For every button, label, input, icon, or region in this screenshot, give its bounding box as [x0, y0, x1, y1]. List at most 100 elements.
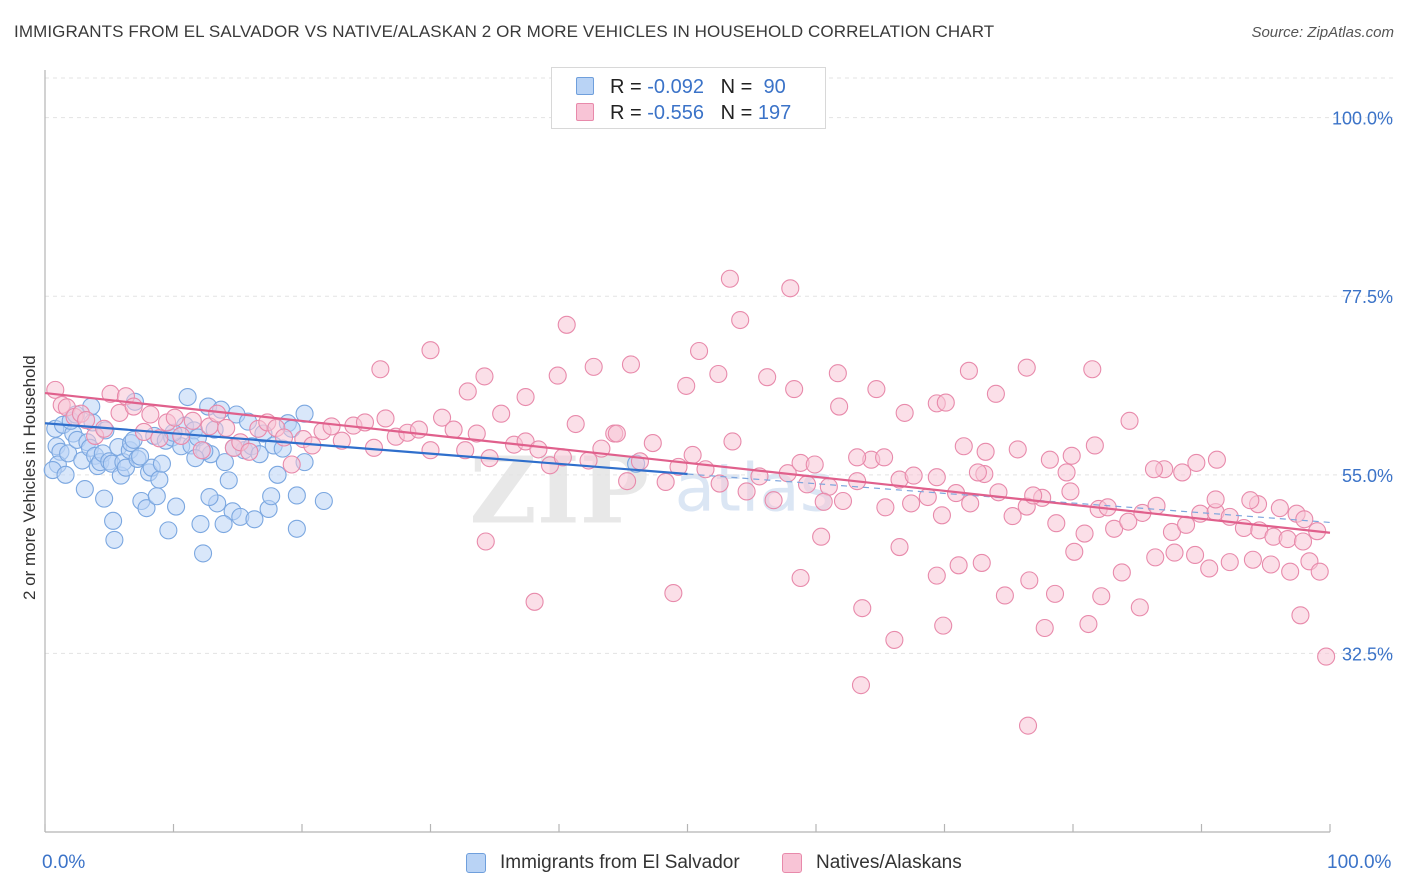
data-point	[961, 494, 980, 513]
data-point	[797, 475, 817, 494]
data-point	[421, 341, 440, 360]
data-point	[152, 454, 171, 473]
bottom-legend-swatch-blue	[466, 853, 486, 873]
data-point	[183, 411, 202, 430]
data-point	[968, 463, 987, 482]
y-tick-label: 77.5%	[1342, 287, 1393, 307]
data-point	[584, 357, 603, 376]
data-point	[525, 592, 544, 611]
data-point	[791, 568, 810, 588]
data-point	[1144, 460, 1164, 479]
legend-n-label: N =	[720, 102, 753, 124]
y-axis-label: 2 or more Vehicles in Household	[20, 355, 39, 600]
data-point	[1120, 411, 1139, 430]
data-point	[902, 494, 921, 513]
data-point	[1079, 614, 1098, 634]
data-point	[1017, 358, 1036, 377]
data-point	[805, 455, 824, 474]
chart-title: IMMIGRANTS FROM EL SALVADOR VS NATIVE/AL…	[14, 22, 995, 41]
legend-r-label: R =	[610, 76, 642, 98]
data-point	[959, 361, 978, 380]
data-point	[885, 630, 904, 649]
data-point	[709, 364, 728, 384]
data-point	[828, 364, 847, 383]
data-point	[995, 586, 1014, 605]
data-point	[268, 465, 287, 484]
data-point	[240, 442, 259, 461]
data-point	[322, 417, 341, 436]
data-point	[976, 442, 995, 461]
data-point	[548, 366, 567, 385]
data-point	[1207, 450, 1226, 469]
data-point	[217, 418, 236, 438]
data-point	[476, 532, 495, 551]
data-point	[456, 441, 475, 460]
data-point	[262, 487, 281, 506]
data-point	[927, 566, 946, 585]
data-point	[785, 380, 804, 399]
data-point	[986, 384, 1005, 403]
data-point	[972, 553, 991, 572]
x-tick-label-min: 0.0%	[42, 852, 86, 873]
data-point	[467, 424, 486, 443]
data-point	[1065, 542, 1084, 561]
source-label: Source: ZipAtlas.com	[1251, 24, 1394, 41]
data-point	[178, 387, 197, 407]
data-point	[1047, 514, 1066, 533]
data-point	[1085, 436, 1104, 455]
legend-swatch-pink	[576, 103, 594, 121]
data-point	[475, 367, 494, 386]
data-point	[830, 397, 849, 416]
data-point	[867, 380, 886, 399]
data-point	[458, 382, 477, 401]
bottom-legend-label: Natives/Alaskans	[816, 852, 962, 873]
data-point	[1165, 543, 1184, 562]
data-point	[516, 387, 535, 407]
data-point	[165, 408, 184, 427]
data-point	[77, 410, 96, 430]
data-point	[1173, 463, 1192, 482]
data-point	[683, 445, 702, 465]
data-point	[904, 466, 923, 485]
y-tick-label: 100.0%	[1332, 109, 1393, 129]
data-point	[492, 404, 511, 423]
data-point	[630, 452, 650, 471]
legend-n-value: 90	[763, 76, 786, 98]
data-point	[607, 424, 626, 443]
data-point	[1295, 510, 1314, 529]
bottom-legend-label: Immigrants from El Salvador	[500, 852, 740, 873]
y-tick-label: 32.5%	[1342, 644, 1393, 664]
data-point	[376, 409, 395, 428]
data-point	[215, 453, 234, 472]
trend-line-natives	[44, 391, 1331, 534]
data-point	[540, 456, 560, 475]
data-point	[1177, 515, 1196, 534]
data-point	[949, 556, 968, 575]
data-point	[1206, 490, 1225, 509]
data-point	[314, 491, 333, 511]
x-tick-label-max: 100.0%	[1327, 852, 1392, 873]
data-point	[1162, 522, 1181, 542]
data-point	[444, 420, 463, 439]
data-point	[1062, 446, 1081, 465]
data-point	[529, 440, 548, 459]
data-point	[131, 447, 150, 466]
data-point	[890, 537, 909, 557]
data-point	[936, 393, 955, 412]
data-point	[1291, 606, 1310, 625]
data-point	[194, 544, 213, 563]
data-point	[1003, 507, 1022, 526]
data-point	[371, 360, 390, 379]
data-point	[192, 441, 211, 460]
data-point	[75, 480, 94, 499]
legend-n-label: N =	[720, 76, 753, 98]
data-point	[690, 341, 709, 361]
data-point	[150, 429, 169, 448]
data-point	[723, 432, 742, 451]
data-point	[150, 470, 169, 489]
data-point	[643, 434, 662, 453]
data-point	[1220, 553, 1239, 572]
data-point	[557, 315, 576, 334]
data-point	[875, 448, 894, 467]
data-point	[1146, 548, 1165, 567]
